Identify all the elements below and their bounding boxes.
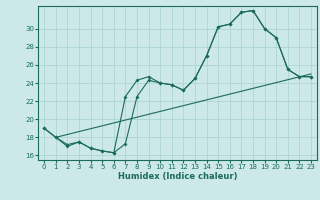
X-axis label: Humidex (Indice chaleur): Humidex (Indice chaleur) — [118, 172, 237, 181]
